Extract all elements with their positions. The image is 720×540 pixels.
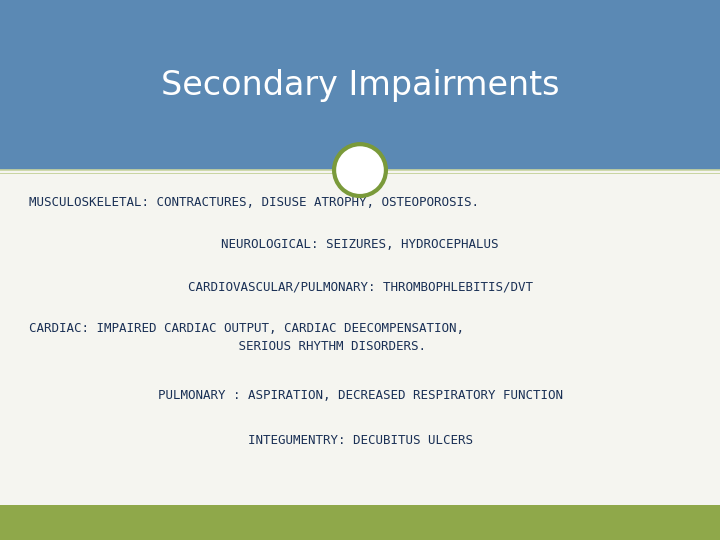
Text: MUSCULOSKELETAL: CONTRACTURES, DISUSE ATROPHY, OSTEOPOROSIS.: MUSCULOSKELETAL: CONTRACTURES, DISUSE AT… (29, 196, 479, 209)
Text: Secondary Impairments: Secondary Impairments (161, 69, 559, 102)
FancyBboxPatch shape (0, 0, 720, 170)
FancyBboxPatch shape (0, 505, 720, 540)
Text: PULMONARY : ASPIRATION, DECREASED RESPIRATORY FUNCTION: PULMONARY : ASPIRATION, DECREASED RESPIR… (158, 389, 562, 402)
Text: CARDIAC: IMPAIRED CARDIAC OUTPUT, CARDIAC DEECOMPENSATION,
                     : CARDIAC: IMPAIRED CARDIAC OUTPUT, CARDIA… (29, 322, 464, 353)
Text: NEUROLOGICAL: SEIZURES, HYDROCEPHALUS: NEUROLOGICAL: SEIZURES, HYDROCEPHALUS (221, 238, 499, 251)
Text: CARDIOVASCULAR/PULMONARY: THROMBOPHLEBITIS/DVT: CARDIOVASCULAR/PULMONARY: THROMBOPHLEBIT… (187, 281, 533, 294)
Ellipse shape (334, 144, 386, 196)
Text: INTEGUMENTRY: DECUBITUS ULCERS: INTEGUMENTRY: DECUBITUS ULCERS (248, 434, 472, 447)
